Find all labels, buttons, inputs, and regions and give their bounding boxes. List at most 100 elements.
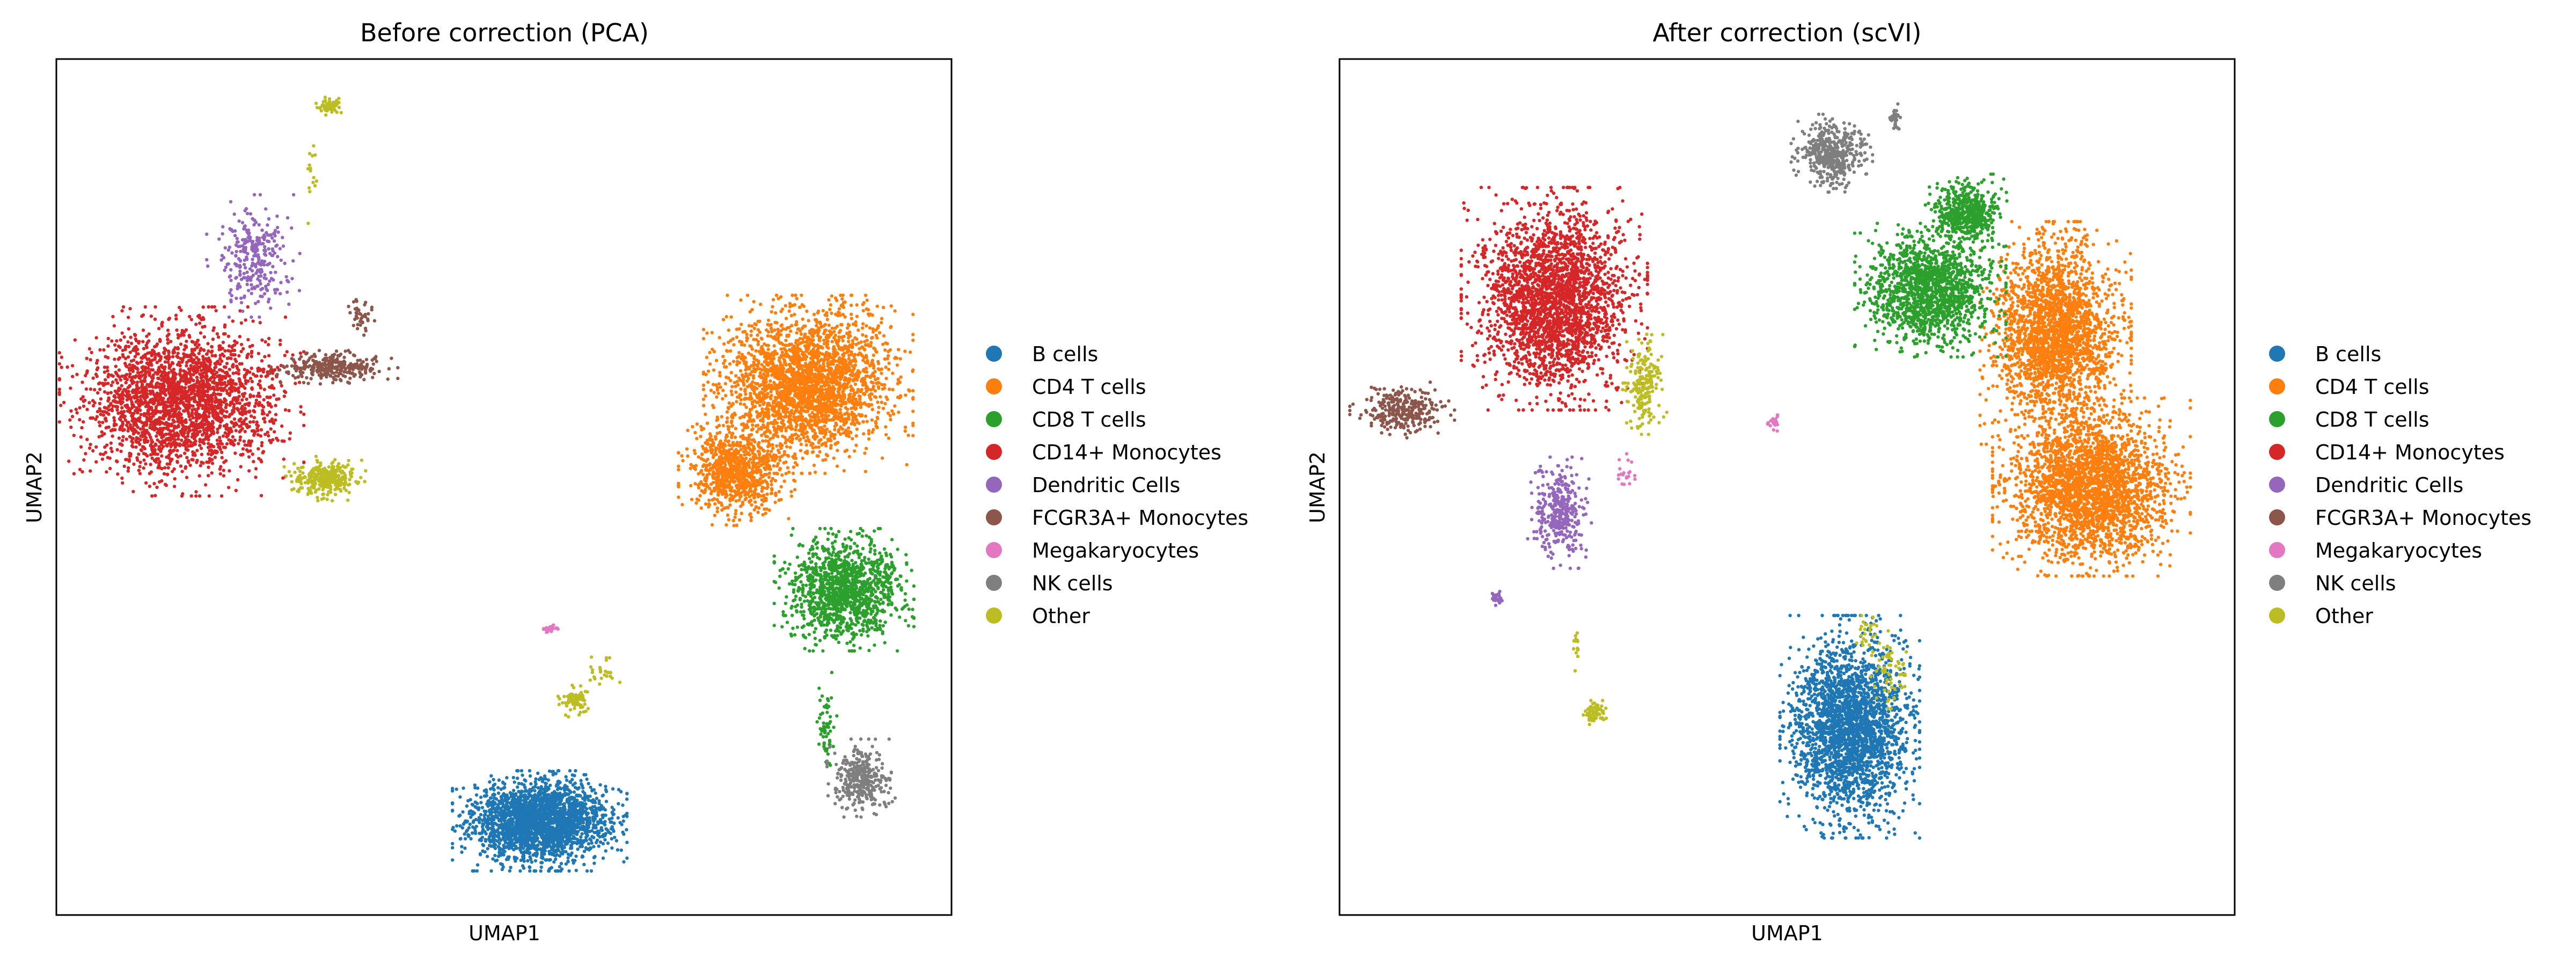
data-point [860,377,864,382]
data-point [775,396,779,400]
data-point [839,425,843,429]
data-point [783,377,787,381]
data-point [771,401,775,405]
data-point [817,445,821,449]
data-point [538,802,543,807]
data-point [854,434,858,438]
data-point [559,861,564,866]
data-point [819,345,823,349]
data-point [836,359,840,363]
data-point [766,343,770,347]
data-point [463,837,467,841]
data-point [846,380,850,384]
data-point [588,837,592,841]
data-point [582,862,586,867]
data-point [821,367,825,371]
data-point [797,361,801,365]
data-point [807,344,811,348]
data-point [567,820,571,824]
data-point [858,414,862,418]
data-point [705,421,709,425]
data-point [739,298,743,302]
data-point [568,828,572,832]
data-point [761,416,765,421]
data-point [881,387,885,391]
data-point [701,397,706,401]
data-point [463,832,466,836]
data-point [508,813,511,817]
data-point [511,775,515,780]
data-point [844,400,848,405]
data-point [860,388,863,392]
data-point [889,325,892,330]
data-point [787,411,791,414]
data-point [786,438,790,442]
data-point [735,335,739,339]
data-point [502,816,506,820]
data-point [509,819,513,824]
data-point [779,295,783,299]
data-point [525,827,529,831]
data-point [478,831,481,836]
data-point [775,332,779,336]
data-point [773,375,777,379]
data-point [748,310,752,314]
data-point [821,431,824,435]
data-point [544,796,548,801]
data-point [796,327,801,331]
data-point [539,785,543,789]
data-point [745,332,749,336]
data-point [885,357,889,361]
data-point [810,355,814,360]
data-point [807,319,810,323]
data-point [467,811,471,816]
data-point [855,303,859,307]
data-point [480,806,485,810]
data-point [598,783,602,787]
data-point [548,833,552,838]
data-point [612,812,616,816]
data-point [520,838,524,841]
data-point [760,337,764,341]
data-point [450,808,455,813]
data-point [782,375,786,378]
data-point [861,420,865,424]
data-point [492,835,496,839]
data-point [791,294,794,297]
data-point [601,856,605,860]
data-point [820,378,824,382]
data-point [800,418,804,422]
data-point [769,421,773,425]
data-point [551,828,555,831]
data-point [488,780,492,784]
data-point [806,335,810,339]
data-point [861,369,865,372]
data-point [572,825,576,829]
data-point [791,404,795,408]
data-point [540,814,544,818]
data-point [759,302,763,306]
data-point [882,334,886,338]
data-point [758,399,762,402]
data-point [450,801,455,805]
data-point [552,790,557,794]
data-point [497,778,501,782]
data-point [805,409,809,413]
data-point [547,828,551,831]
data-point [580,832,584,836]
data-point [780,396,784,399]
data-point [555,782,559,787]
data-point [849,294,853,297]
data-point [597,844,601,848]
data-point [803,382,807,386]
data-point [819,386,823,390]
data-point [744,405,748,409]
data-point [794,425,798,429]
data-point [492,828,496,831]
data-point [532,869,536,873]
data-point [462,822,465,826]
data-point [730,419,734,423]
data-point [770,310,773,314]
data-point [808,426,812,429]
data-point [550,840,554,844]
